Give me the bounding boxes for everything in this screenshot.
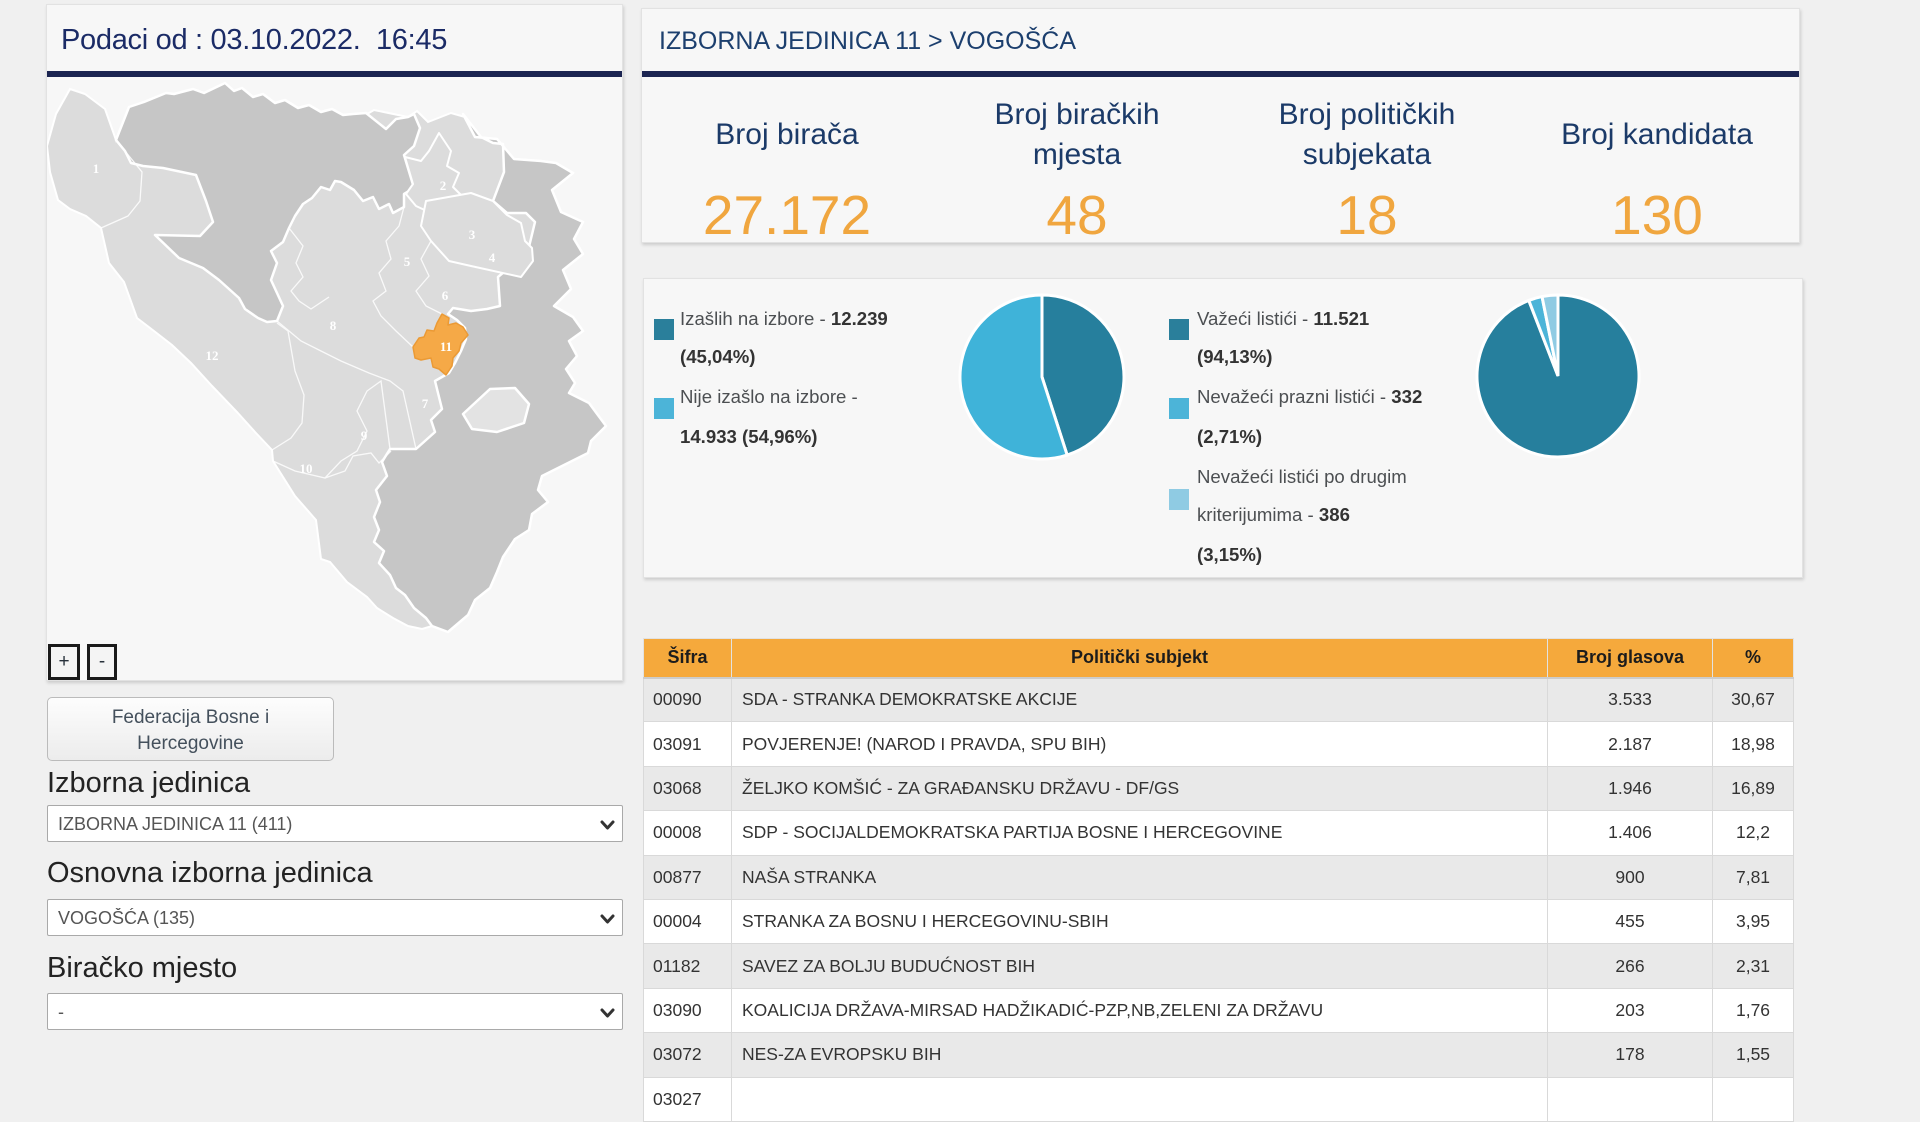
svg-text:10: 10 — [300, 461, 313, 476]
svg-text:8: 8 — [330, 318, 337, 333]
svg-text:9: 9 — [361, 428, 368, 443]
svg-text:7: 7 — [422, 396, 429, 411]
svg-text:12: 12 — [206, 348, 219, 363]
svg-text:3: 3 — [469, 227, 476, 242]
svg-text:11: 11 — [440, 339, 452, 354]
svg-text:6: 6 — [442, 288, 449, 303]
svg-text:2: 2 — [440, 178, 447, 193]
svg-text:5: 5 — [404, 254, 411, 269]
svg-text:4: 4 — [489, 250, 496, 265]
svg-text:1: 1 — [93, 161, 100, 176]
